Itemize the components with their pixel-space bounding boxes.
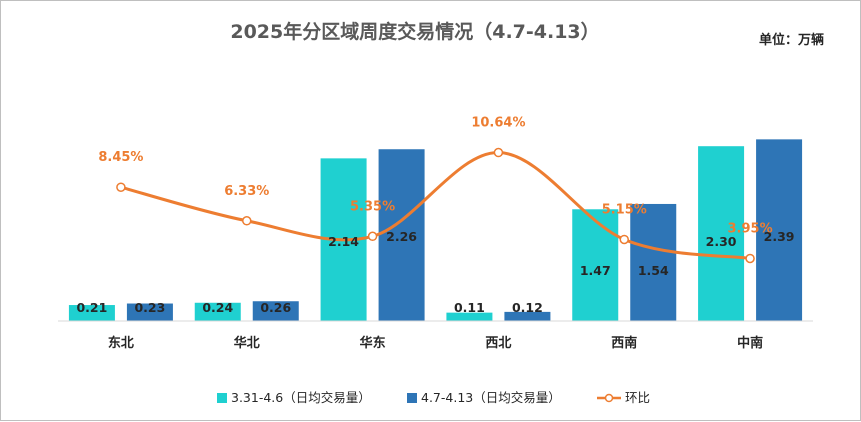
bar-value-label: 2.30 — [706, 234, 737, 249]
bar-value-label: 1.47 — [580, 263, 611, 278]
category-tick-label: 华东 — [360, 335, 386, 351]
category-tick-label: 西南 — [611, 335, 637, 351]
bar-3.31-4.6（日均交易量） — [194, 302, 241, 321]
line-value-label: 5.35% — [350, 199, 395, 214]
category-tick-label: 东北 — [108, 335, 134, 351]
legend-swatch — [407, 393, 417, 403]
bar-value-label: 0.23 — [134, 300, 165, 315]
category-tick-label: 华北 — [234, 335, 260, 351]
bar-value-label: 0.21 — [76, 300, 107, 315]
line-value-label: 10.64% — [471, 116, 525, 131]
bar-3.31-4.6（日均交易量） — [572, 209, 619, 321]
bar-3.31-4.6（日均交易量） — [68, 305, 115, 321]
line-value-label: 5.15% — [602, 202, 647, 217]
line-point — [619, 234, 629, 245]
bar-value-label: 1.54 — [638, 263, 669, 278]
line-point — [493, 147, 504, 158]
legend-marker — [604, 393, 614, 403]
bars-layer — [68, 139, 803, 321]
legend-label: 3.31-4.6（日均交易量） — [231, 390, 371, 405]
labels-layer: 0.21 0.23 东北 0.24 0.26 华北 2.14 2.26 华东 0.11 0.12 西北… — [76, 116, 794, 351]
line-point — [367, 231, 378, 242]
bar-value-label: 0.12 — [512, 300, 543, 315]
line-series-环比 — [120, 151, 751, 260]
chart-title: 2025年分区域周度交易情况（4.7-4.13） — [230, 20, 599, 43]
legend-label: 环比 — [625, 390, 650, 405]
unit-label: 单位：万辆 — [759, 32, 824, 48]
line-point — [242, 216, 252, 226]
bar-value-label: 2.39 — [764, 229, 795, 244]
category-tick-label: 中南 — [737, 335, 763, 351]
bar-value-label: 2.14 — [328, 234, 359, 249]
bar-4.7-4.13（日均交易量） — [504, 311, 551, 321]
bar-4.7-4.13（日均交易量） — [126, 303, 173, 321]
line-value-label: 3.95% — [728, 221, 773, 236]
line-value-label: 8.45% — [98, 150, 143, 165]
bar-4.7-4.13（日均交易量） — [252, 301, 299, 321]
bar-4.7-4.13（日均交易量） — [630, 203, 677, 321]
bar-4.7-4.13（日均交易量） — [378, 149, 425, 321]
bar-value-label: 0.26 — [260, 300, 291, 315]
line-point — [745, 253, 755, 264]
line-layer — [116, 147, 755, 264]
bar-value-label: 2.26 — [386, 229, 417, 244]
line-point — [116, 182, 126, 192]
bar-3.31-4.6（日均交易量） — [446, 312, 493, 321]
legend-swatch — [217, 393, 227, 403]
legend: 3.31-4.6（日均交易量） 4.7-4.13（日均交易量） 环比 — [217, 390, 650, 405]
bar-3.31-4.6（日均交易量） — [698, 146, 745, 321]
bar-4.7-4.13（日均交易量） — [756, 139, 803, 321]
line-value-label: 6.33% — [224, 184, 269, 199]
legend-label: 4.7-4.13（日均交易量） — [421, 390, 561, 405]
bar-value-label: 0.24 — [202, 300, 233, 315]
bar-value-label: 0.11 — [454, 300, 485, 315]
category-tick-label: 西北 — [485, 336, 511, 351]
